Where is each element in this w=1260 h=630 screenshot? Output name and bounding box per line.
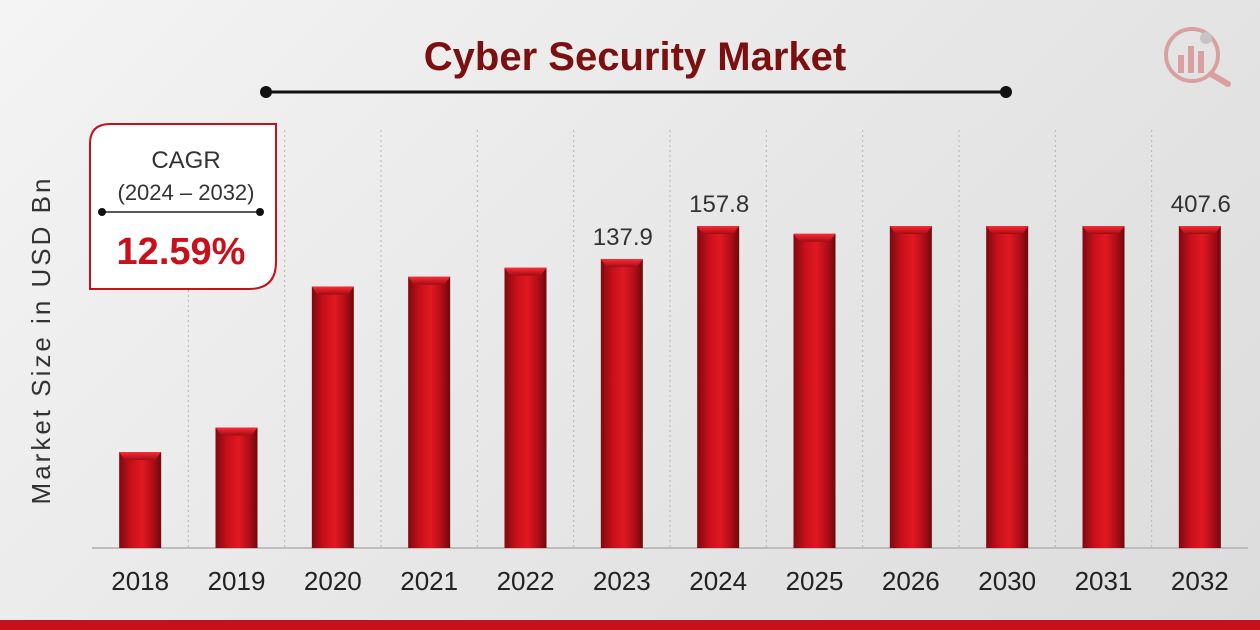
cagr-divider xyxy=(98,208,264,216)
bar-2030 xyxy=(986,226,1029,548)
bar-cap xyxy=(889,226,932,234)
cagr-callout: CAGR (2024 – 2032) 12.59% xyxy=(89,123,277,290)
x-tick-label: 2030 xyxy=(978,566,1036,596)
bar-2026 xyxy=(889,226,932,548)
x-tick-label: 2020 xyxy=(304,566,362,596)
cagr-label: CAGR xyxy=(151,147,220,174)
x-tick-label: 2023 xyxy=(593,566,651,596)
bar-2031 xyxy=(1082,226,1125,548)
bar-body xyxy=(311,286,354,548)
x-tick-labels: 2018 2019 2020 2021 2022 2023 2024 2025 2026 2030… xyxy=(111,566,1229,596)
bar-body xyxy=(889,226,932,548)
bar-2023 xyxy=(600,259,643,548)
bar-cap xyxy=(697,226,740,234)
bar-cap xyxy=(1082,226,1125,234)
x-tick-label: 2022 xyxy=(497,566,555,596)
bar-cap xyxy=(793,233,836,242)
chart-title: Cyber Security Market xyxy=(424,35,846,79)
x-tick-label: 2019 xyxy=(208,566,266,596)
x-tick-label: 2024 xyxy=(689,566,747,596)
bar-body xyxy=(697,226,740,548)
bar-2032 xyxy=(1178,226,1221,548)
bar-body xyxy=(119,452,162,548)
bar-body xyxy=(986,226,1029,548)
bar-body xyxy=(793,233,836,548)
bar-2020 xyxy=(311,286,354,548)
data-labels: 137.9 157.8 407.6 xyxy=(593,191,1231,251)
bar-body xyxy=(600,259,643,548)
bar-cap xyxy=(215,427,258,436)
x-tick-label: 2018 xyxy=(111,566,169,596)
x-tick-label: 2021 xyxy=(400,566,458,596)
bottom-accent-bar xyxy=(0,620,1260,630)
bar-cap xyxy=(504,267,547,276)
bar-2021 xyxy=(408,276,451,548)
market-research-logo-icon xyxy=(1164,27,1231,87)
bar-2019 xyxy=(215,427,258,548)
data-label: 157.8 xyxy=(689,191,749,218)
bar-body xyxy=(215,427,258,548)
data-label: 137.9 xyxy=(593,224,653,251)
bar-cap xyxy=(119,452,162,461)
x-tick-label: 2026 xyxy=(882,566,940,596)
bar-2018 xyxy=(119,452,162,548)
bar-body xyxy=(504,267,547,548)
bar-cap xyxy=(311,286,354,295)
bar-cap xyxy=(600,259,643,268)
bar-cap xyxy=(986,226,1029,234)
title-underline xyxy=(260,86,1012,98)
x-tick-label: 2032 xyxy=(1171,566,1229,596)
bar-2022 xyxy=(504,267,547,548)
data-label: 407.6 xyxy=(1171,191,1231,218)
cagr-range: (2024 – 2032) xyxy=(118,180,255,205)
bar-body xyxy=(1082,226,1125,548)
y-axis-label: Market Size in USD Bn xyxy=(26,176,56,505)
cagr-box xyxy=(89,123,277,290)
bar-cap xyxy=(408,276,451,285)
x-tick-label: 2031 xyxy=(1075,566,1133,596)
bar-2025 xyxy=(793,233,836,548)
bars xyxy=(119,226,1221,548)
bar-body xyxy=(1178,226,1221,548)
cagr-value: 12.59% xyxy=(117,231,246,273)
x-tick-label: 2025 xyxy=(786,566,844,596)
bar-2024 xyxy=(697,226,740,548)
bar-body xyxy=(408,276,451,548)
bar-cap xyxy=(1178,226,1221,234)
